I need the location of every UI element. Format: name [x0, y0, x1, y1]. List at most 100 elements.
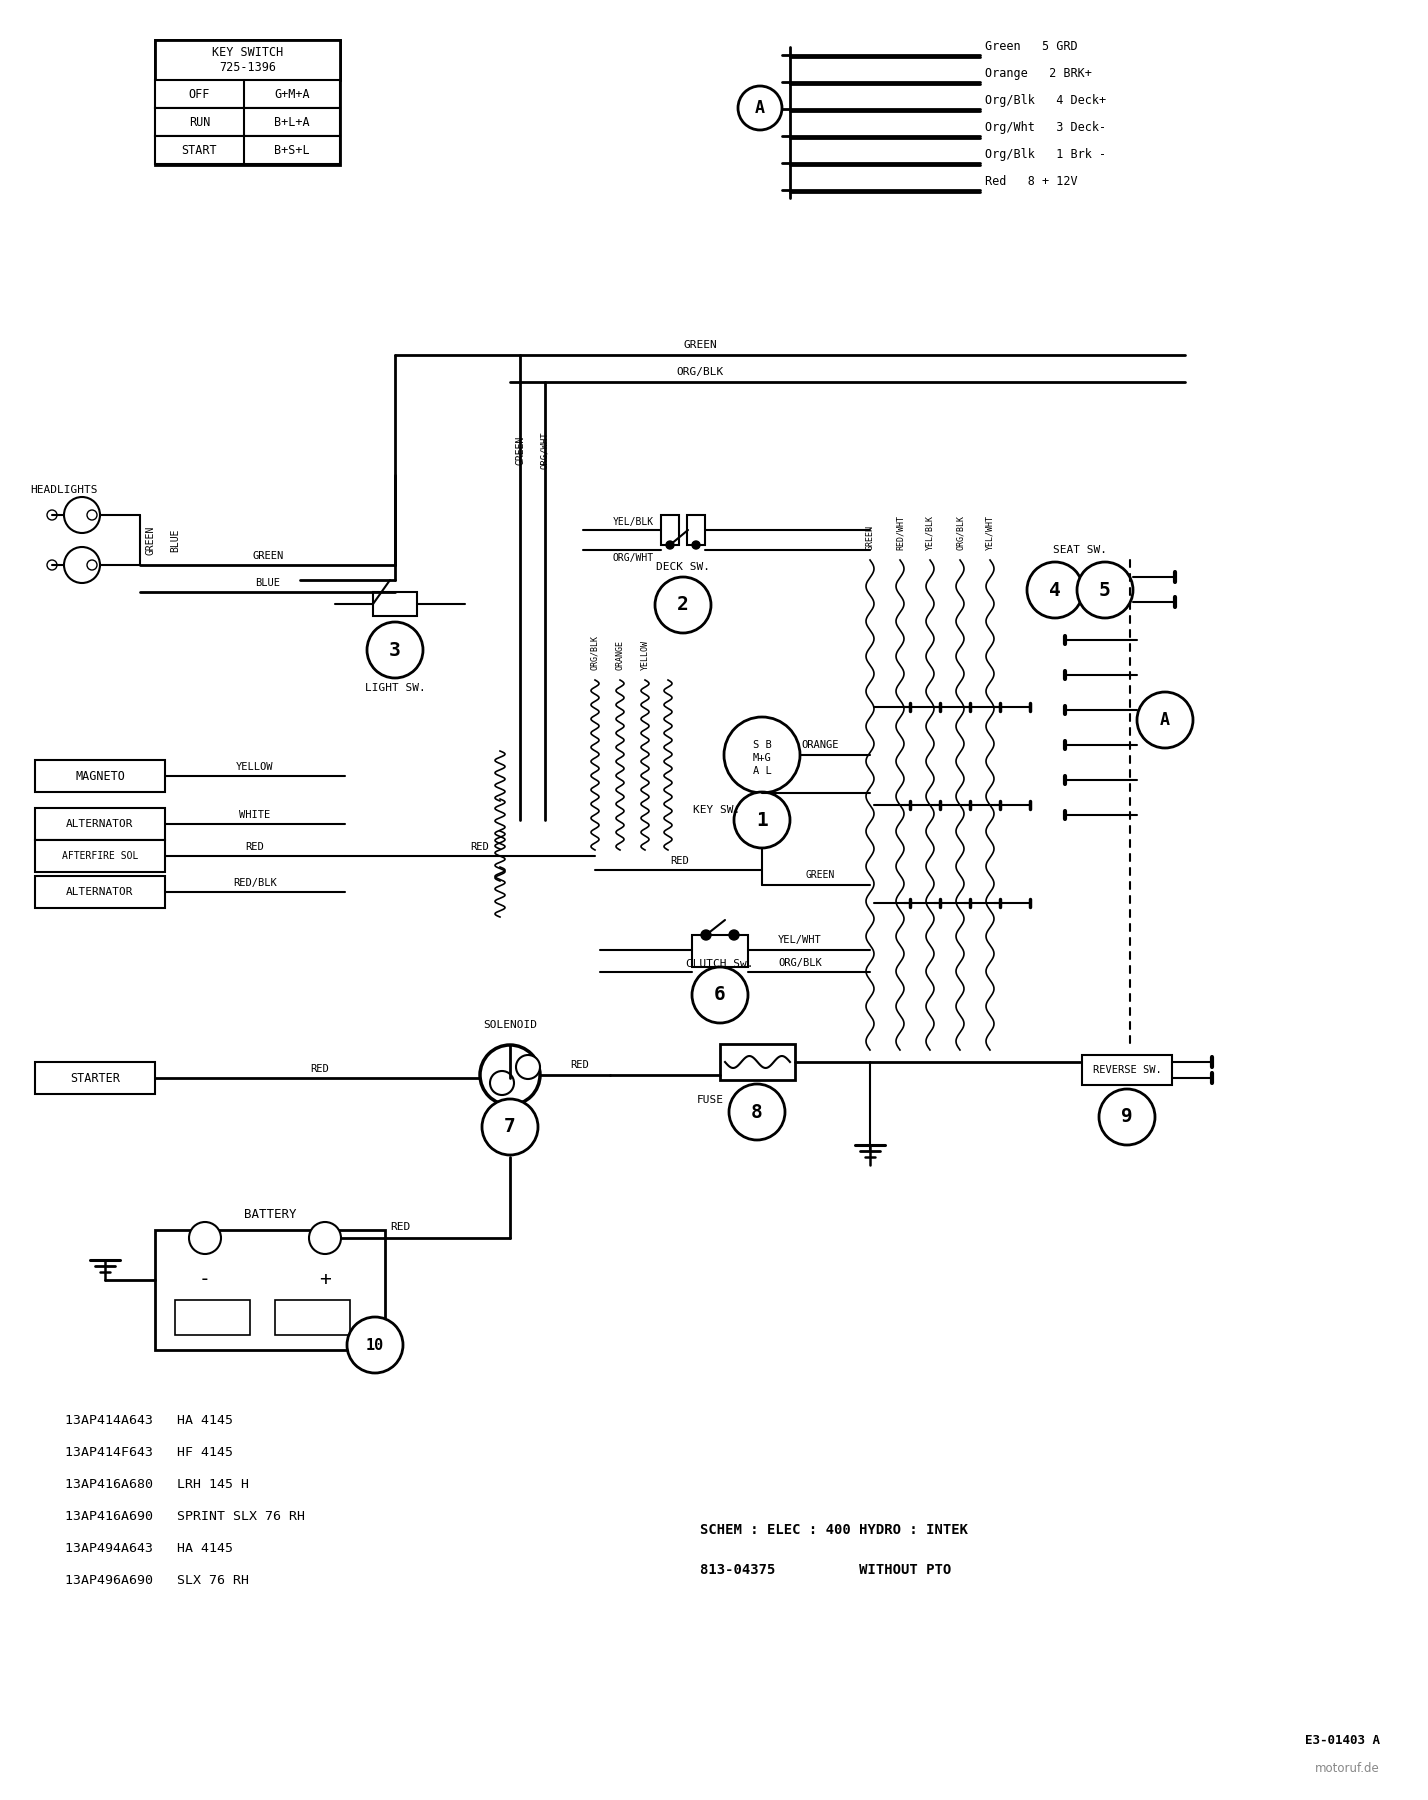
Text: GREEN: GREEN	[253, 551, 284, 562]
Bar	[661, 515, 678, 545]
Bar	[156, 79, 340, 108]
Text: 13AP416A680   LRH 145 H: 13AP416A680 LRH 145 H	[66, 1478, 248, 1490]
Circle shape	[665, 542, 674, 549]
Text: 13AP414A643   HA 4145: 13AP414A643 HA 4145	[66, 1413, 233, 1426]
Text: M+G: M+G	[753, 752, 771, 763]
Text: FUSE: FUSE	[697, 1094, 724, 1105]
Text: RED/WHT: RED/WHT	[895, 515, 904, 551]
Bar	[720, 1044, 795, 1080]
Text: MAGNETO: MAGNETO	[76, 770, 124, 783]
Text: YEL/BLK: YEL/BLK	[613, 517, 654, 527]
Text: ORG/BLK: ORG/BLK	[778, 958, 823, 968]
Text: YELLOW: YELLOW	[236, 761, 274, 772]
Bar	[36, 1062, 156, 1094]
Circle shape	[490, 1071, 514, 1094]
Bar	[36, 841, 166, 871]
Text: 5: 5	[1100, 580, 1111, 599]
Text: 13AP494A643   HA 4145: 13AP494A643 HA 4145	[66, 1541, 233, 1555]
Text: YEL/BLK: YEL/BLK	[925, 515, 934, 551]
Text: B+S+L: B+S+L	[274, 144, 310, 157]
Text: ORG/BLK: ORG/BLK	[955, 515, 964, 551]
Text: BLUE: BLUE	[256, 578, 280, 589]
Text: YEL/WHT: YEL/WHT	[985, 515, 994, 551]
Text: LIGHT SW.: LIGHT SW.	[364, 682, 426, 693]
Bar	[156, 40, 340, 79]
Circle shape	[188, 1222, 221, 1255]
Bar	[156, 108, 340, 137]
Circle shape	[367, 623, 423, 679]
Circle shape	[1137, 691, 1192, 749]
Bar	[693, 934, 748, 967]
Circle shape	[308, 1222, 341, 1255]
Text: GREEN: GREEN	[805, 869, 835, 880]
Text: RUN: RUN	[188, 115, 210, 128]
Text: Org/Blk   1 Brk -: Org/Blk 1 Brk -	[985, 148, 1107, 160]
Text: RED: RED	[390, 1222, 410, 1231]
Text: BATTERY: BATTERY	[244, 1208, 296, 1222]
Text: A: A	[755, 99, 765, 117]
Bar	[687, 515, 705, 545]
Circle shape	[1077, 562, 1132, 617]
Circle shape	[480, 1046, 540, 1105]
Circle shape	[734, 792, 790, 848]
Circle shape	[693, 542, 700, 549]
Text: 13AP496A690   SLX 76 RH: 13AP496A690 SLX 76 RH	[66, 1573, 248, 1586]
Text: Red   8 + 12V: Red 8 + 12V	[985, 175, 1078, 187]
Text: ORG/WHT: ORG/WHT	[613, 553, 654, 563]
Text: REVERSE SW.: REVERSE SW.	[1092, 1066, 1161, 1075]
Circle shape	[738, 86, 783, 130]
Circle shape	[516, 1055, 540, 1078]
Bar	[36, 877, 166, 907]
Text: SEAT SW.: SEAT SW.	[1052, 545, 1107, 554]
Text: 7: 7	[504, 1118, 516, 1136]
Text: KEY SW.: KEY SW.	[694, 805, 741, 815]
Text: BLUE: BLUE	[170, 527, 180, 553]
Text: RED: RED	[571, 1060, 590, 1069]
Text: GREEN: GREEN	[146, 526, 156, 554]
Text: 813-04375          WITHOUT PTO: 813-04375 WITHOUT PTO	[700, 1562, 951, 1577]
Text: 8: 8	[751, 1102, 763, 1121]
Circle shape	[724, 716, 800, 794]
Bar	[36, 760, 166, 792]
Text: ORG/BLK: ORG/BLK	[677, 367, 724, 376]
Text: 10: 10	[366, 1337, 384, 1352]
Text: 3: 3	[388, 641, 401, 659]
Bar	[156, 137, 340, 164]
Text: 6: 6	[714, 986, 725, 1004]
Text: RED: RED	[671, 857, 690, 866]
Text: 2: 2	[677, 596, 688, 614]
Text: 1: 1	[755, 810, 768, 830]
Text: Org/Blk   4 Deck+: Org/Blk 4 Deck+	[985, 94, 1107, 106]
Circle shape	[1100, 1089, 1155, 1145]
Text: RED: RED	[471, 842, 490, 851]
Bar	[36, 808, 166, 841]
Text: A L: A L	[753, 767, 771, 776]
Text: YELLOW: YELLOW	[641, 641, 650, 670]
Text: GREEN: GREEN	[683, 340, 717, 349]
Bar	[156, 1229, 386, 1350]
Text: 9: 9	[1121, 1107, 1132, 1127]
Text: RED/BLK: RED/BLK	[233, 878, 277, 887]
Circle shape	[483, 1100, 538, 1156]
Text: GREEN: GREEN	[516, 436, 526, 464]
Text: E3-01403 A: E3-01403 A	[1305, 1733, 1379, 1746]
Text: G+M+A: G+M+A	[274, 88, 310, 101]
Circle shape	[64, 497, 100, 533]
Text: A: A	[1160, 711, 1170, 729]
Text: motoruf.de: motoruf.de	[1315, 1762, 1379, 1775]
Text: ALTERNATOR: ALTERNATOR	[66, 887, 134, 896]
Text: START: START	[181, 144, 217, 157]
Text: Org/Wht   3 Deck-: Org/Wht 3 Deck-	[985, 121, 1107, 133]
Text: GREEN: GREEN	[865, 526, 874, 551]
Bar	[176, 1300, 250, 1336]
Text: ORG/WHT: ORG/WHT	[541, 432, 550, 468]
Text: DECK SW.: DECK SW.	[655, 562, 710, 572]
Text: SCHEM : ELEC : 400 HYDRO : INTEK: SCHEM : ELEC : 400 HYDRO : INTEK	[700, 1523, 968, 1537]
Text: RED: RED	[311, 1064, 330, 1075]
Text: ORG/BLK: ORG/BLK	[591, 635, 600, 670]
Text: OFF: OFF	[188, 88, 210, 101]
Circle shape	[730, 1084, 785, 1139]
Text: S B: S B	[753, 740, 771, 751]
Text: 13AP414F643   HF 4145: 13AP414F643 HF 4145	[66, 1445, 233, 1458]
Text: 13AP416A690   SPRINT SLX 76 RH: 13AP416A690 SPRINT SLX 76 RH	[66, 1510, 306, 1523]
